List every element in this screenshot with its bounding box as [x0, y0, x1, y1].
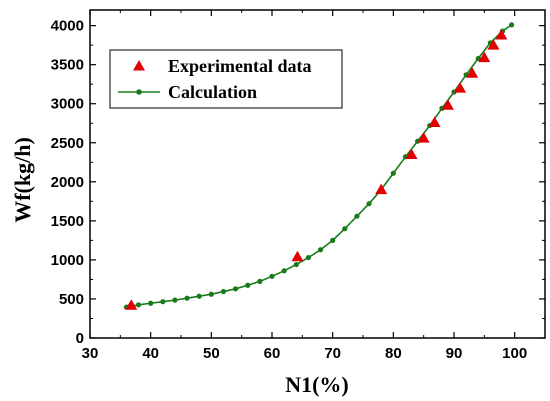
calculation-point: [233, 286, 239, 292]
y-axis-title: Wf(kg/h): [10, 137, 35, 223]
y-tick-label: 0: [76, 330, 84, 347]
experimental-data-point: [375, 183, 388, 195]
calculation-point: [281, 268, 287, 274]
calculation-point: [366, 201, 372, 207]
calculation-point: [390, 170, 396, 176]
experimental-data-point: [478, 51, 491, 63]
calculation-point: [342, 226, 348, 232]
calculation-point: [135, 302, 142, 308]
legend-calculation-label: Calculation: [168, 82, 257, 102]
calculation-point: [354, 213, 360, 219]
x-tick-label: 100: [502, 345, 527, 362]
y-tick-label: 4000: [51, 18, 84, 35]
calculation-point: [317, 247, 324, 253]
plot-frame: [89, 9, 546, 339]
y-tick-label: 1000: [51, 252, 84, 269]
calculation-point: [330, 237, 336, 243]
axis-ticks: 30 40 50 60 70 80 90 10005001000150020002500300…: [51, 10, 545, 362]
calculation-point: [305, 254, 311, 261]
x-tick-label: 90: [446, 345, 463, 362]
calculation-point: [196, 293, 202, 299]
experimental-data-point: [291, 250, 304, 262]
series-group: [123, 22, 515, 310]
legend-box: [109, 49, 343, 109]
experimental-data-point: [466, 67, 479, 78]
x-tick-label: 60: [264, 345, 281, 362]
legend-experimental-label: Experimental data: [168, 56, 312, 76]
experimental-data-point: [487, 39, 500, 50]
y-tick-label: 3000: [51, 96, 84, 113]
calculation-point: [475, 55, 481, 62]
experimental-data-point: [495, 28, 508, 40]
calculation-point: [148, 300, 154, 306]
calculation-point: [160, 299, 166, 305]
experimental-data-point: [417, 132, 430, 143]
y-tick-label: 1500: [51, 213, 84, 230]
x-tick-label: 80: [385, 345, 402, 362]
experimental-data-point: [405, 148, 418, 159]
experimental-data-point: [441, 99, 454, 110]
legend: Experimental data Calculation: [109, 49, 343, 109]
calculation-point: [245, 282, 251, 288]
x-tick-label: 30: [82, 345, 99, 362]
y-tick-label: 500: [59, 291, 84, 308]
legend-calculation-marker: [136, 89, 142, 95]
calculation-point: [184, 295, 190, 301]
y-tick-label: 2000: [51, 174, 84, 191]
x-tick-label: 40: [142, 345, 159, 362]
calculation-point: [220, 288, 227, 295]
y-tick-label: 2500: [51, 135, 84, 152]
calculation-point: [172, 297, 178, 303]
x-tick-label: 70: [324, 345, 341, 362]
legend-experimental-marker: [133, 60, 145, 71]
experimental-data-point: [454, 82, 467, 93]
x-tick-label: 50: [203, 345, 220, 362]
experimental-data-point: [125, 299, 138, 310]
calculation-point: [208, 291, 214, 297]
calculation-point: [293, 261, 299, 268]
calculation-point: [257, 278, 263, 284]
experimental-data-point: [428, 116, 441, 127]
calculation-point: [509, 22, 515, 28]
x-axis-title: N1(%): [285, 372, 349, 397]
plot-border: [89, 9, 546, 339]
y-tick-label: 3500: [51, 57, 84, 74]
calculation-point: [269, 273, 275, 279]
legend-entries: Experimental data Calculation: [118, 56, 312, 102]
